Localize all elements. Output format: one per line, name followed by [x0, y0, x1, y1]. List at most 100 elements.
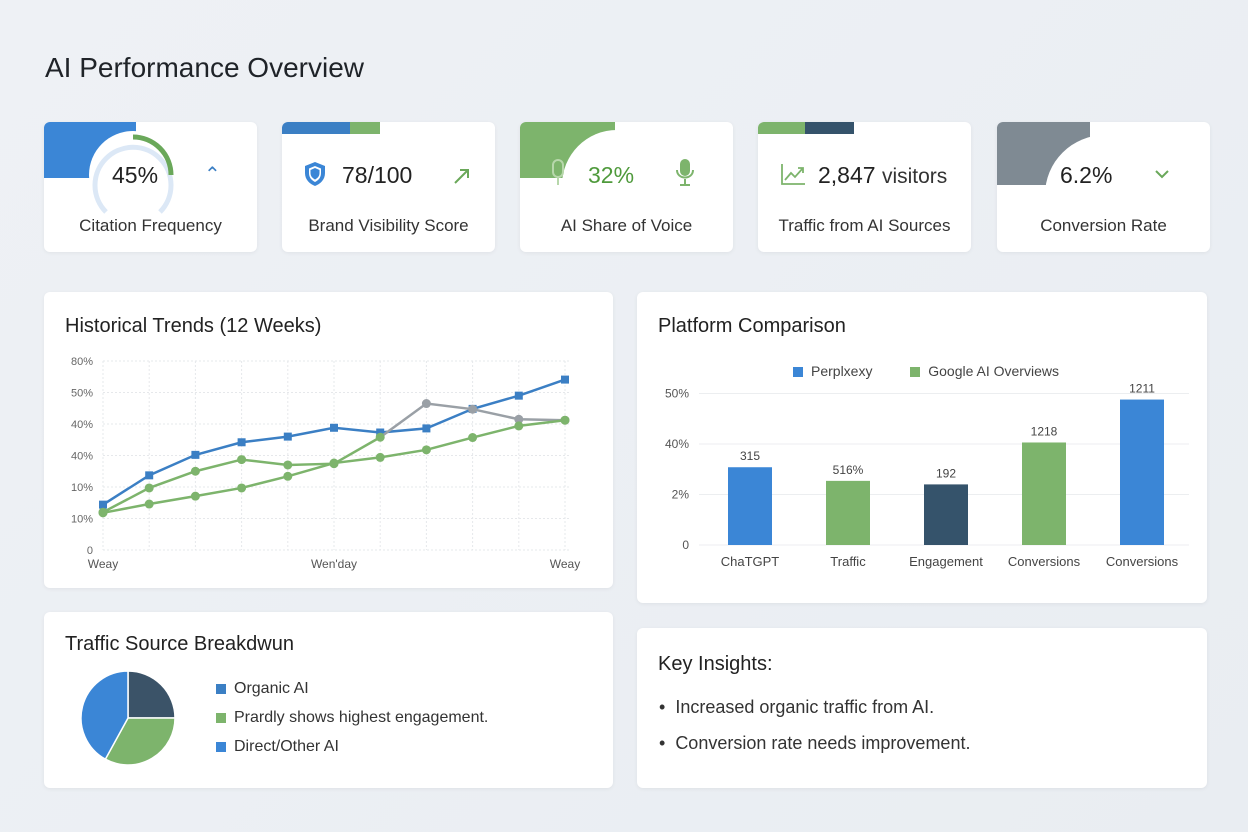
- x-tick-label: Weay: [88, 557, 118, 571]
- kpi-number: 2,847: [818, 162, 876, 188]
- platform-comparison-panel: Platform Comparison Perplxexy Google AI …: [637, 292, 1207, 603]
- accent-bar: [350, 122, 380, 134]
- kpi-brand-visibility[interactable]: 78/100 Brand Visibility Score: [282, 122, 495, 252]
- bar: [1120, 399, 1164, 545]
- data-point: [98, 508, 108, 518]
- chevron-down-icon: [1155, 170, 1169, 179]
- bar-chart: 0 2% 40% 50% 315 ChaTGPT 516% Traffic 192 Engagem…: [665, 382, 1189, 569]
- data-point: [190, 466, 200, 476]
- x-tick-label: Conversions: [1106, 554, 1179, 569]
- bar: [924, 484, 968, 545]
- data-point: [514, 414, 524, 424]
- insight-item: • Increased organic traffic from AI.: [659, 697, 935, 717]
- data-point: [144, 499, 154, 509]
- y-tick-label: 50%: [665, 387, 689, 401]
- bar: [826, 480, 870, 545]
- kpi-value: 6.2%: [1060, 162, 1113, 188]
- y-tick-label: 0: [87, 545, 93, 557]
- bar: [1022, 442, 1066, 545]
- panel-title: Historical Trends (12 Weeks): [65, 315, 322, 337]
- data-point: [190, 491, 200, 501]
- kpi-value: 78/100: [342, 162, 413, 188]
- legend-swatch: [910, 367, 921, 378]
- data-point: [422, 424, 431, 433]
- legend-label: Google AI Overviews: [928, 363, 1059, 379]
- data-label: 315: [740, 449, 760, 463]
- kpi-label: AI Share of Voice: [560, 216, 693, 235]
- line-chart-icon: [781, 164, 805, 185]
- gauge: [89, 131, 177, 219]
- shield-icon: [305, 162, 325, 186]
- kpi-value: 45%: [112, 162, 159, 188]
- data-point: [283, 471, 293, 481]
- panel-title: Platform Comparison: [658, 315, 846, 337]
- x-tick-label: Wen'day: [311, 557, 357, 571]
- y-tick-label: 10%: [71, 514, 93, 526]
- pie-slice: [80, 670, 129, 761]
- y-tick-label: 10%: [71, 482, 93, 494]
- kpi-value: 32%: [588, 162, 635, 188]
- data-point: [329, 458, 339, 468]
- pie-slice: [104, 717, 176, 766]
- pie-chart: [80, 670, 176, 766]
- panel-title: Key Insights:: [658, 653, 773, 675]
- kpi-label: Citation Frequency: [79, 216, 222, 235]
- legend-label: Prardly shows highest engagement.: [234, 709, 489, 726]
- page-title: AI Performance Overview: [45, 52, 364, 83]
- data-point: [375, 432, 385, 442]
- data-point: [99, 500, 107, 509]
- kpi-label: Brand Visibility Score: [308, 216, 469, 235]
- data-point: [191, 450, 200, 459]
- kpi-label: Conversion Rate: [1040, 216, 1167, 235]
- data-point: [468, 433, 478, 443]
- data-point: [375, 452, 385, 462]
- data-point: [283, 432, 292, 441]
- data-point: [421, 445, 431, 455]
- line-chart: 0 10% 10% 40% 40% 50% 80% Weay Wen'day Weay: [71, 356, 580, 571]
- chart-legend: Perplxexy Google AI Overviews: [793, 363, 1059, 379]
- kpi-traffic-ai-sources[interactable]: 2,847 visitors Traffic from AI Sources: [758, 122, 971, 252]
- legend-swatch: [793, 367, 803, 378]
- data-point: [237, 455, 247, 465]
- y-tick-label: 40%: [71, 451, 93, 463]
- insights-list: • Increased organic traffic from AI. • C…: [659, 689, 970, 761]
- legend-label: Direct/Other AI: [234, 738, 339, 755]
- data-point: [468, 404, 478, 414]
- kpi-label: Traffic from AI Sources: [778, 216, 951, 235]
- pie-slice: [127, 670, 176, 719]
- microphone-icon: [552, 159, 564, 185]
- data-point: [283, 460, 293, 470]
- kpi-citation-frequency[interactable]: 45% ⌃ Citation Frequency: [44, 122, 257, 252]
- y-tick-label: 0: [682, 538, 689, 552]
- accent-bar: [805, 122, 854, 134]
- kpi-ai-share-of-voice[interactable]: 32% AI Share of Voice: [520, 122, 733, 252]
- arrow-up-right-icon: [454, 169, 469, 184]
- y-tick-label: 50%: [71, 388, 93, 400]
- data-point: [237, 483, 247, 493]
- microphone-icon: [676, 159, 694, 186]
- bar: [728, 467, 772, 545]
- data-point: [330, 423, 338, 432]
- data-label: 1218: [1031, 424, 1058, 438]
- historical-trends-panel: Historical Trends (12 Weeks) 0 10% 10% 40% 4…: [44, 292, 613, 588]
- legend-item: Organic AI: [216, 674, 488, 703]
- chevron-up-icon: ⌃: [204, 164, 221, 186]
- data-point: [145, 471, 154, 480]
- accent-bar: [282, 122, 350, 134]
- y-tick-label: 40%: [665, 437, 689, 451]
- accent-cutout: [562, 130, 672, 240]
- x-tick-label: Conversions: [1008, 554, 1081, 569]
- y-tick-label: 40%: [71, 419, 93, 431]
- kpi-conversion-rate[interactable]: 6.2% Conversion Rate: [997, 122, 1210, 252]
- data-point: [144, 483, 154, 493]
- data-point: [237, 438, 246, 447]
- kpi-unit: visitors: [881, 165, 948, 188]
- data-label: 516%: [833, 463, 864, 477]
- data-point: [376, 428, 385, 437]
- insight-item: • Conversion rate needs improvement.: [659, 733, 971, 753]
- data-label: 192: [936, 466, 956, 480]
- panel-title: Traffic Source Breakdwun: [65, 633, 294, 655]
- x-tick-label: Engagement: [909, 554, 983, 569]
- data-point: [514, 421, 524, 431]
- accent-cutout: [1045, 135, 1165, 252]
